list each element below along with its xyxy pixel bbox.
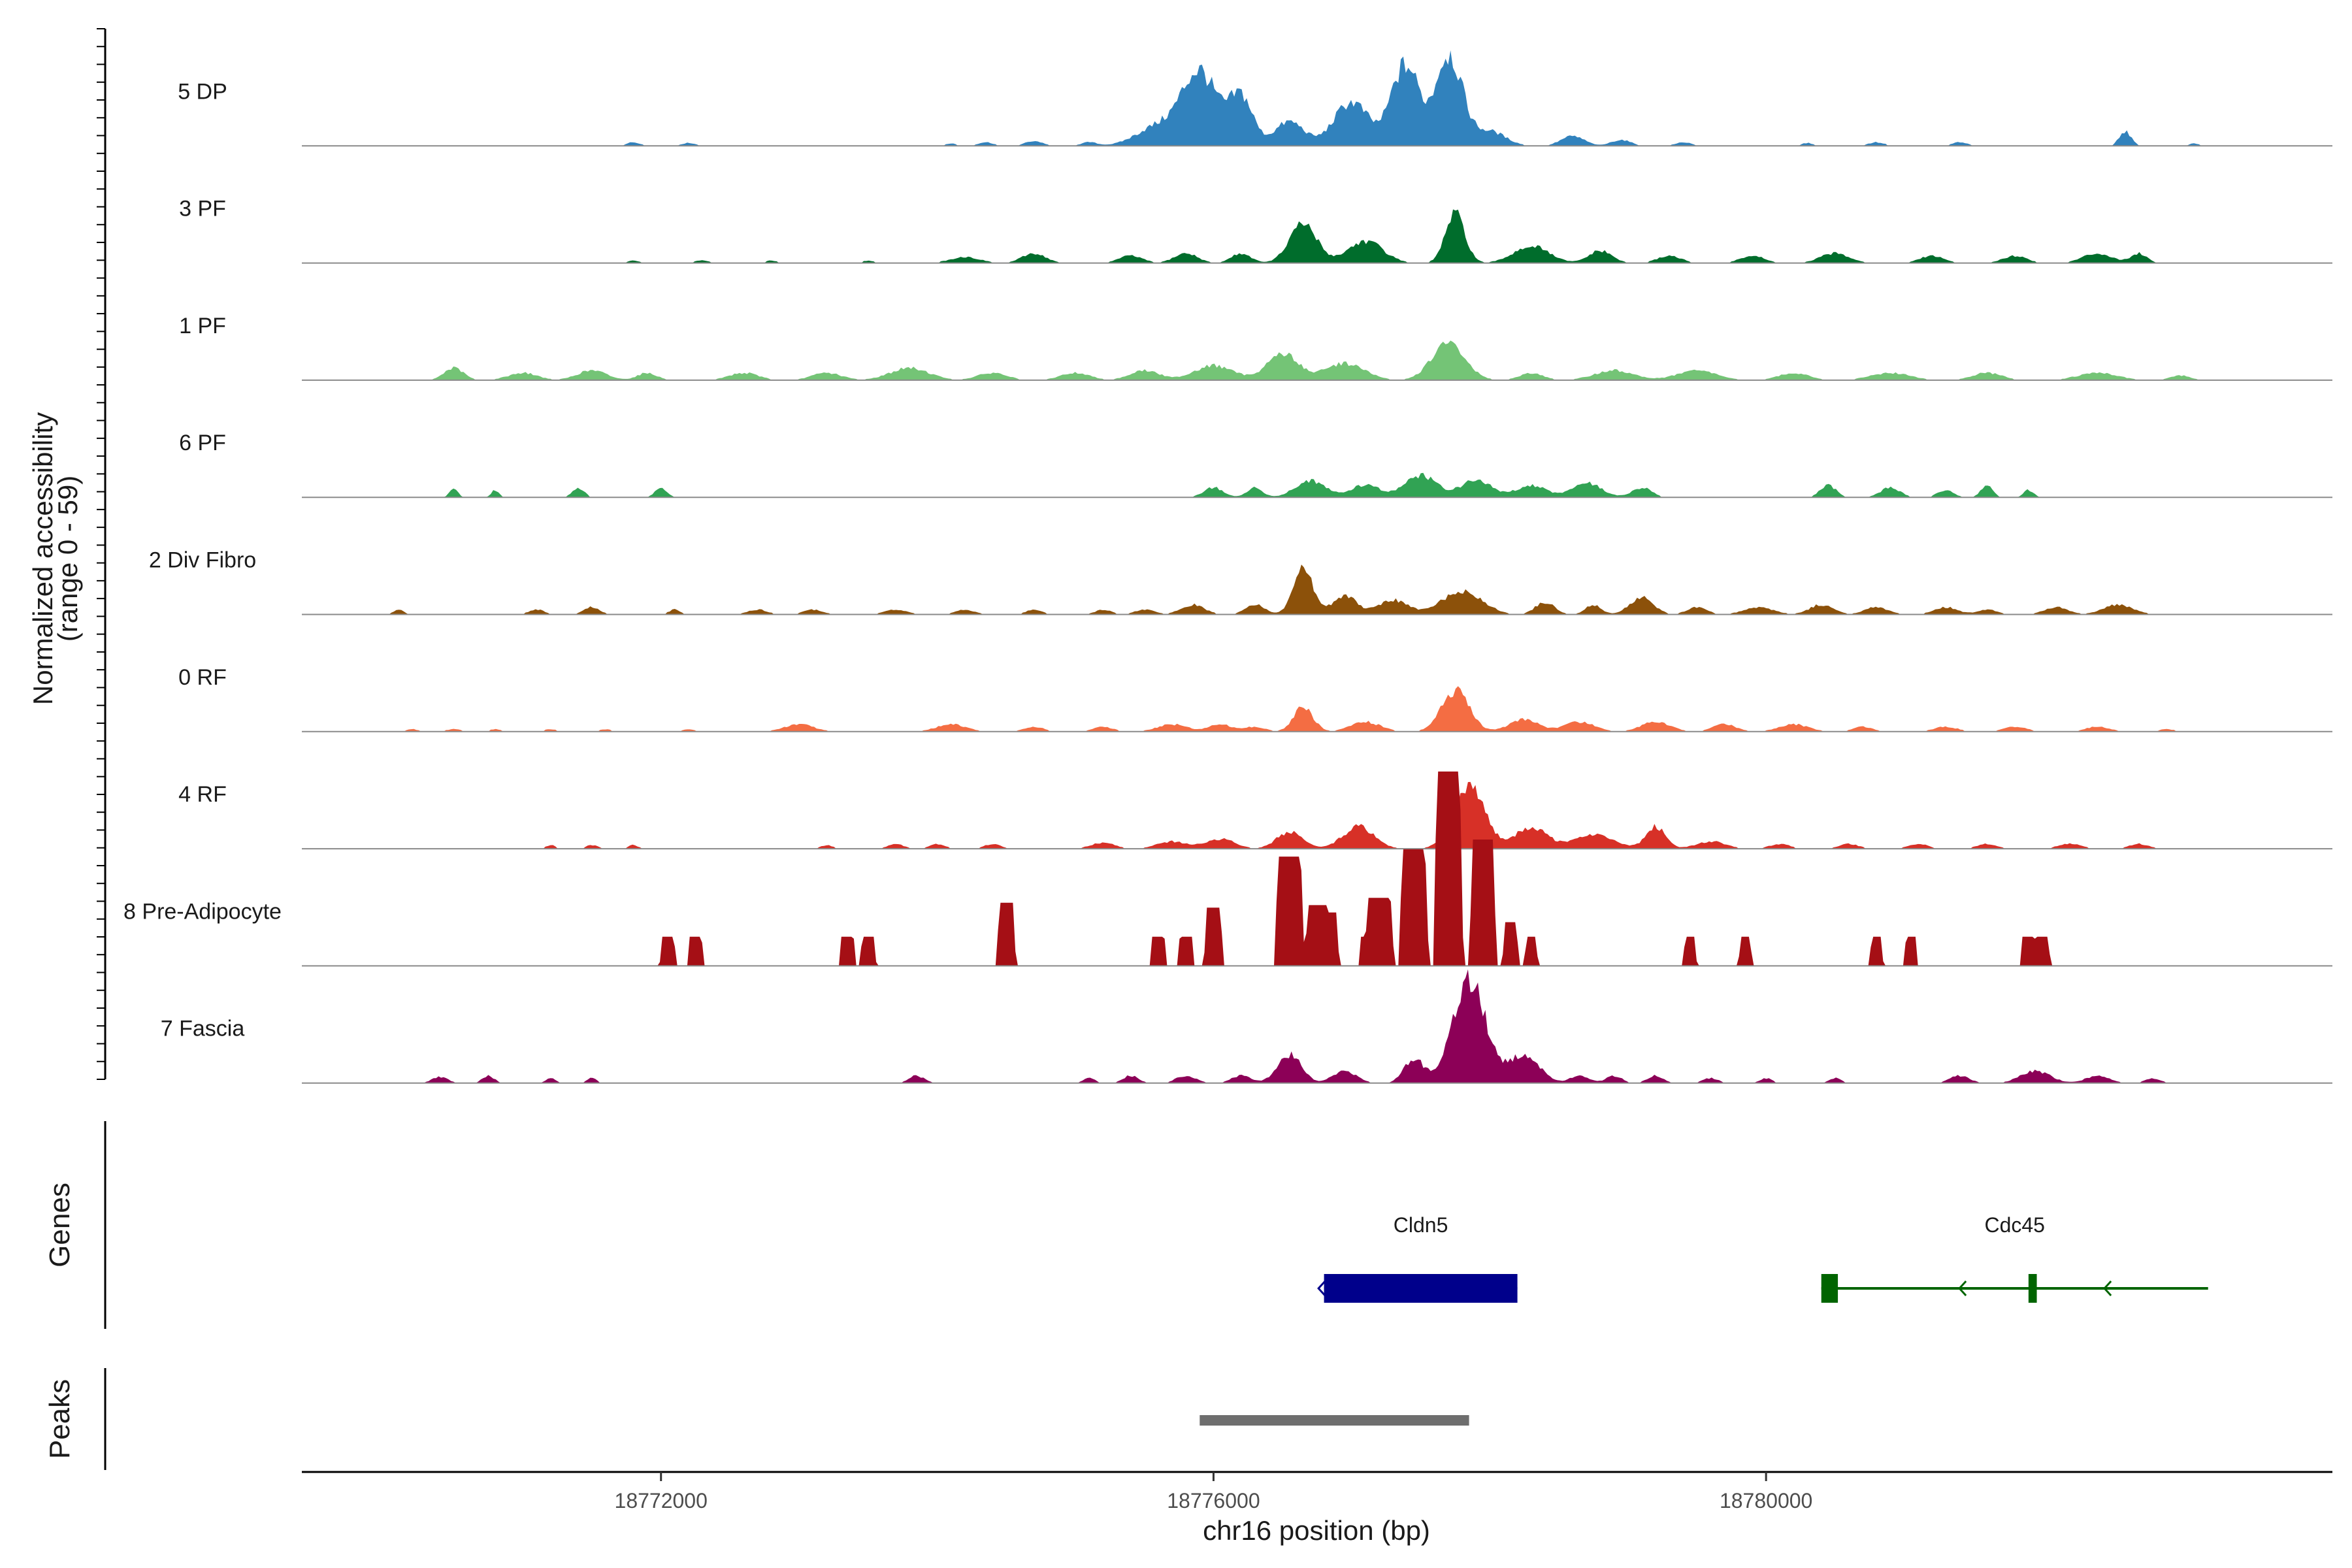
track-3-pf: 3 PF [179,197,2332,264]
track-label: 2 Div Fibro [149,548,256,573]
x-axis: chr16 position (bp) 18772000 18776000 1878… [302,1471,2332,1546]
genes-panel: Genes Cldn5 Cdc45 [44,1121,2208,1329]
track-label: 4 RF [178,782,227,807]
coverage-area [302,686,2331,732]
y-axis-range: (range 0 - 59) [52,476,83,642]
track-0-rf: 0 RF [178,665,2332,732]
x-tick-label: 18776000 [1167,1489,1260,1512]
genes-panel-title: Genes [44,1183,76,1267]
x-tick-label: 18772000 [615,1489,708,1512]
peaks-panel-title: Peaks [44,1379,76,1459]
x-axis-title: chr16 position (bp) [1203,1515,1430,1546]
track-5-dp: 5 DP [178,50,2332,147]
gene-exon [2028,1274,2037,1303]
coverage-area [302,771,2331,966]
track-8-pre-adipocyte: 8 Pre-Adipocyte [123,771,2332,967]
strand-arrow [1958,1280,1967,1297]
track-label: 6 PF [179,431,226,455]
track-4-rf: 4 RF [178,781,2332,850]
track-6-pf: 6 PF [179,431,2332,498]
gene-exon [1821,1274,1838,1303]
strand-arrow [1317,1280,1326,1297]
track-label: 1 PF [179,314,226,338]
y-axis-title: Normalized accessibility [27,412,58,705]
gene-cldn5: Cldn5 [1317,1213,1518,1303]
track-label: 5 DP [178,79,227,104]
gene-exon [1324,1274,1518,1303]
gene-label: Cldn5 [1394,1213,1448,1237]
peaks-panel: Peaks [44,1368,1469,1470]
coverage-area [302,340,2331,380]
track-1-pf: 1 PF [179,314,2332,381]
coverage-area [302,969,2331,1083]
coverage-area [302,472,2331,498]
coverage-area [302,209,2331,263]
x-tick-label: 18780000 [1720,1489,1812,1512]
coverage-y-axis [97,28,106,1080]
gene-label: Cdc45 [1984,1213,2045,1237]
coverage-area [302,781,2331,849]
track-label: 3 PF [179,197,226,221]
gene-cdc45: Cdc45 [1821,1213,2208,1303]
peak-region [1200,1415,1469,1426]
strand-arrow [2103,1280,2112,1297]
coverage-tracks: 5 DP 3 PF 1 PF 6 PF 2 Div Fibro 0 RF 4 RF 8 Pre… [123,50,2332,1084]
track-label: 0 RF [178,665,227,690]
coverage-area [302,50,2331,146]
track-7-fascia: 7 Fascia [161,969,2332,1084]
coverage-area [302,564,2331,615]
track-label: 7 Fascia [161,1017,245,1041]
track-label: 8 Pre-Adipocyte [123,899,282,924]
track-2-div-fibro: 2 Div Fibro [149,548,2332,615]
